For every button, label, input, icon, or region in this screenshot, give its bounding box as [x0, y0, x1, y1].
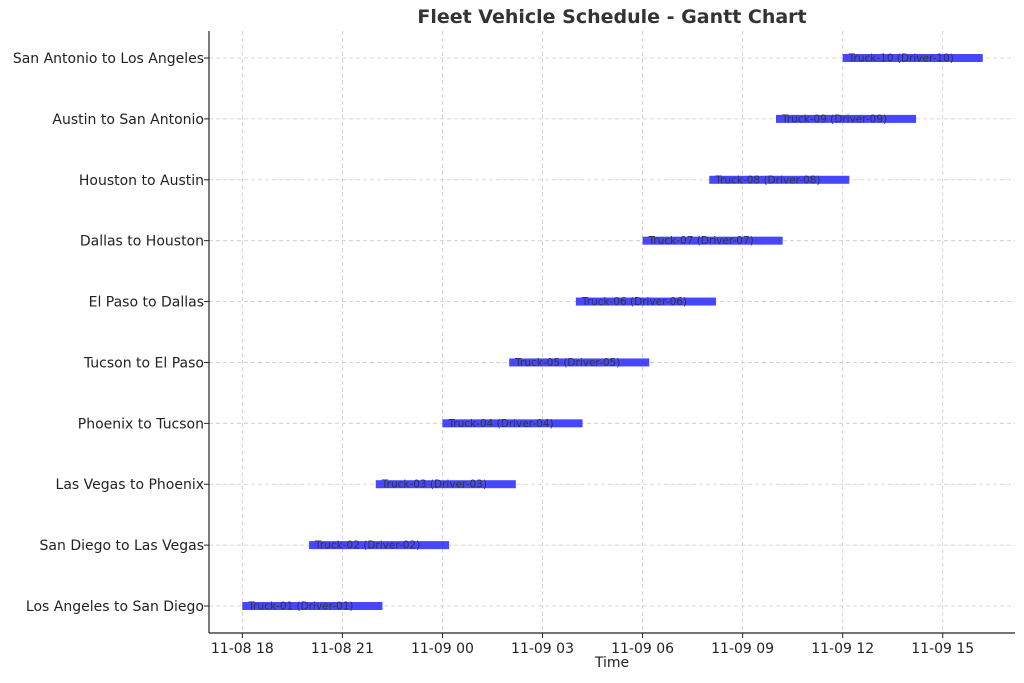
x-axis-label: Time — [594, 655, 629, 671]
bar-label: Truck-06 (Driver-06) — [581, 296, 687, 308]
x-tick-label: 11-09 06 — [611, 641, 674, 657]
bar-layer: Truck-01 (Driver-01) Truck-02 (Driver-02)… — [242, 53, 983, 613]
bar-label: Truck-07 (Driver-07) — [648, 235, 754, 247]
gantt-bar — [242, 602, 383, 610]
gantt-bar — [309, 541, 450, 550]
y-tick-label: El Paso to Dallas — [89, 295, 204, 311]
bar-label: Truck-09 (Driver-09) — [781, 113, 887, 125]
y-tick-label: Phoenix to Tucson — [78, 416, 204, 432]
bar-label: Truck-08 (Driver-08) — [714, 174, 820, 186]
gantt-bar — [509, 358, 650, 367]
x-tick-label: 11-08 21 — [311, 641, 374, 657]
gantt-bar — [375, 480, 516, 489]
x-tick-label: 11-09 00 — [411, 641, 474, 657]
gantt-bar — [442, 419, 583, 428]
chart-title: Fleet Vehicle Schedule - Gantt Chart — [417, 6, 806, 28]
x-tick-label: 11-09 15 — [911, 641, 974, 657]
gantt-bar — [775, 114, 917, 123]
y-tick-label: Austin to San Antonio — [52, 112, 204, 128]
axis-layer: 11-08 18 11-08 21 11-09 00 11-09 03 11-09 06… — [13, 31, 1015, 657]
bar-label: Truck-05 (Driver-05) — [514, 357, 620, 369]
y-tick-label: Las Vegas to Phoenix — [56, 477, 204, 493]
bar-label: Truck-10 (Driver-10) — [848, 53, 954, 65]
y-tick-label: Los Angeles to San Diego — [26, 599, 204, 615]
gantt-bar — [575, 297, 716, 306]
y-tick-label: San Diego to Las Vegas — [40, 538, 204, 554]
y-tick-label: Houston to Austin — [79, 173, 204, 189]
x-tick-label: 11-09 09 — [711, 641, 774, 657]
x-tick-label: 11-09 12 — [811, 641, 874, 657]
gantt-bar — [642, 236, 783, 245]
bar-label: Truck-04 (Driver-04) — [447, 418, 553, 430]
gantt-bar — [842, 54, 983, 62]
x-tick-label: 11-08 18 — [211, 641, 274, 657]
y-tick-label: San Antonio to Los Angeles — [13, 51, 204, 67]
y-tick-label: Tucson to El Paso — [83, 355, 204, 371]
bar-label: Truck-03 (Driver-03) — [381, 479, 487, 491]
gantt-bar — [709, 175, 850, 184]
x-tick-label: 11-09 03 — [511, 641, 574, 657]
y-tick-label: Dallas to Houston — [80, 234, 204, 250]
bar-label: Truck-01 (Driver-01) — [247, 601, 353, 613]
bar-label: Truck-02 (Driver-02) — [314, 540, 420, 552]
